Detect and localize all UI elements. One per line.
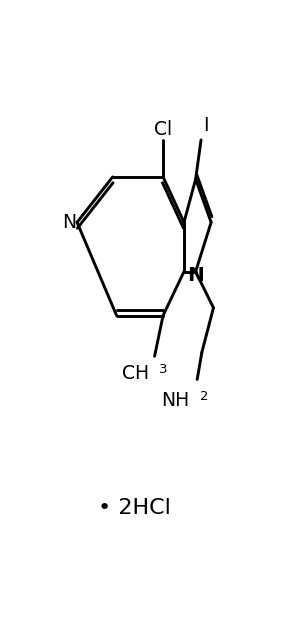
Text: 3: 3 bbox=[159, 362, 168, 376]
Text: N: N bbox=[62, 213, 76, 232]
Text: • 2HCl: • 2HCl bbox=[98, 498, 171, 518]
Text: 2: 2 bbox=[200, 390, 208, 403]
Text: CH: CH bbox=[122, 364, 149, 383]
Text: NH: NH bbox=[161, 390, 189, 410]
Text: Cl: Cl bbox=[154, 120, 172, 139]
Text: N: N bbox=[187, 266, 204, 285]
Text: I: I bbox=[203, 116, 208, 135]
